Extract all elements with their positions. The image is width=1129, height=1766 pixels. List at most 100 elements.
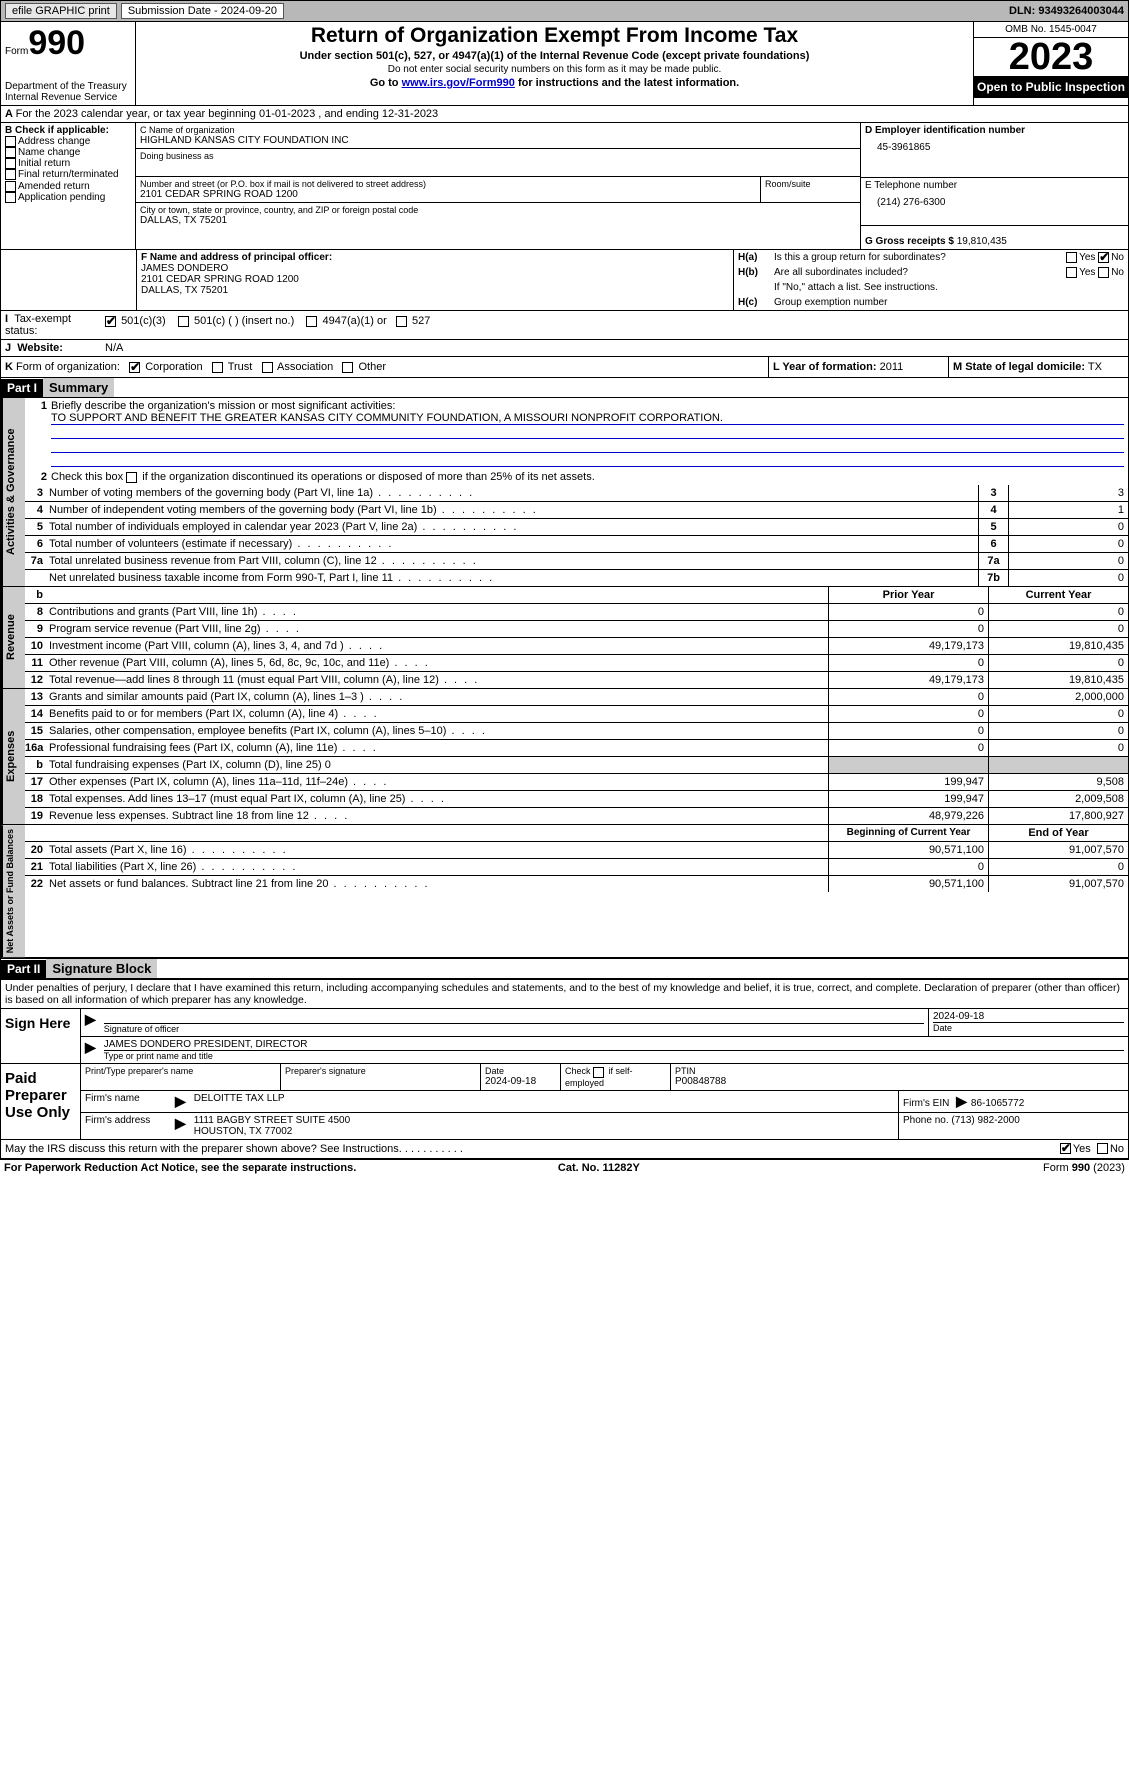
- checkbox-amended-return[interactable]: [5, 181, 16, 192]
- officer-signature-name: JAMES DONDERO PRESIDENT, DIRECTOR: [104, 1039, 1124, 1050]
- firm-name: DELOITTE TAX LLP: [190, 1091, 898, 1112]
- org-name: HIGHLAND KANSAS CITY FOUNDATION INC: [140, 135, 856, 146]
- section-ij: I Tax-exempt status: 501(c)(3) 501(c) ( …: [0, 311, 1129, 340]
- open-inspection: Open to Public Inspection: [974, 76, 1128, 98]
- form-subtitle-3: Go to www.irs.gov/Form990 for instructio…: [140, 77, 969, 89]
- checkbox-ha-no[interactable]: [1098, 252, 1109, 263]
- summary-row: 20 Total assets (Part X, line 16) 90,571…: [25, 842, 1128, 859]
- summary-row: 9 Program service revenue (Part VIII, li…: [25, 621, 1128, 638]
- firm-address-2: HOUSTON, TX 77002: [194, 1126, 894, 1137]
- summary-row: 19 Revenue less expenses. Subtract line …: [25, 808, 1128, 824]
- website: N/A: [101, 340, 1128, 356]
- box-f: F Name and address of principal officer:…: [136, 250, 733, 310]
- checkbox-initial-return[interactable]: [5, 158, 16, 169]
- gross-receipts: 19,810,435: [957, 236, 1007, 247]
- box-c: C Name of organizationHIGHLAND KANSAS CI…: [136, 123, 860, 249]
- summary-row: 11 Other revenue (Part VIII, column (A),…: [25, 655, 1128, 672]
- submission-date: Submission Date - 2024-09-20: [121, 3, 284, 19]
- section-klm: K Form of organization: Corporation Trus…: [0, 357, 1129, 378]
- telephone: (214) 276-6300: [865, 191, 1124, 208]
- firm-address-1: 1111 BAGBY STREET SUITE 4500: [194, 1115, 894, 1126]
- vtab-expenses: Expenses: [1, 689, 25, 824]
- section-bcdeg: B Check if applicable: Address change Na…: [0, 123, 1129, 250]
- ein: 45-3961865: [865, 136, 1124, 153]
- checkbox-self-employed[interactable]: [593, 1067, 604, 1078]
- checkbox-discuss-no[interactable]: [1097, 1143, 1108, 1154]
- paid-preparer-label: Paid Preparer Use Only: [1, 1064, 81, 1138]
- discuss-row: May the IRS discuss this return with the…: [0, 1140, 1129, 1159]
- summary-row: Net unrelated business taxable income fr…: [25, 570, 1128, 586]
- summary-row: 17 Other expenses (Part IX, column (A), …: [25, 774, 1128, 791]
- firm-phone: (713) 982-2000: [951, 1115, 1019, 1126]
- org-address: 2101 CEDAR SPRING ROAD 1200: [140, 189, 756, 200]
- dept-treasury: Department of the Treasury: [5, 81, 131, 92]
- checkbox-other[interactable]: [342, 362, 353, 373]
- box-h: H(a) Is this a group return for subordin…: [733, 250, 1128, 310]
- paid-preparer-block: Paid Preparer Use Only Print/Type prepar…: [0, 1064, 1129, 1139]
- tax-year: 2023: [974, 38, 1128, 76]
- summary-row: 15 Salaries, other compensation, employe…: [25, 723, 1128, 740]
- summary-row: 5 Total number of individuals employed i…: [25, 519, 1128, 536]
- section-fh: F Name and address of principal officer:…: [0, 250, 1129, 311]
- checkbox-final-return[interactable]: [5, 169, 16, 180]
- irs-link[interactable]: www.irs.gov/Form990: [402, 77, 515, 89]
- form-subtitle-2: Do not enter social security numbers on …: [140, 64, 969, 75]
- vtab-revenue: Revenue: [1, 587, 25, 688]
- summary-row: 6 Total number of volunteers (estimate i…: [25, 536, 1128, 553]
- topbar: efile GRAPHIC print Submission Date - 20…: [0, 0, 1129, 22]
- form-number: 990: [28, 24, 85, 62]
- part1-header: Part ISummary: [0, 378, 1129, 398]
- checkbox-discontinued[interactable]: [126, 472, 137, 483]
- checkbox-501c[interactable]: [178, 316, 189, 327]
- summary-row: 7a Total unrelated business revenue from…: [25, 553, 1128, 570]
- checkbox-527[interactable]: [396, 316, 407, 327]
- perjury-declaration: Under penalties of perjury, I declare th…: [0, 979, 1129, 1009]
- summary-row: 3 Number of voting members of the govern…: [25, 485, 1128, 502]
- arrow-icon: ▶: [81, 1009, 100, 1036]
- checkbox-4947[interactable]: [306, 316, 317, 327]
- state-domicile: TX: [1088, 361, 1102, 373]
- officer-name: JAMES DONDERO: [141, 263, 729, 274]
- checkbox-501c3[interactable]: [105, 316, 116, 327]
- mission-text: TO SUPPORT AND BENEFIT THE GREATER KANSA…: [51, 412, 1124, 425]
- summary-row: 4 Number of independent voting members o…: [25, 502, 1128, 519]
- dln-number: DLN: 93493264003044: [1009, 5, 1124, 17]
- summary-row: 12 Total revenue—add lines 8 through 11 …: [25, 672, 1128, 688]
- vtab-governance: Activities & Governance: [1, 398, 25, 586]
- efile-print-button[interactable]: efile GRAPHIC print: [5, 3, 117, 19]
- ptin: P00848788: [675, 1076, 1124, 1087]
- summary-row: 22 Net assets or fund balances. Subtract…: [25, 876, 1128, 892]
- section-netassets: Net Assets or Fund Balances Beginning of…: [0, 825, 1129, 959]
- box-de: D Employer identification number45-39618…: [860, 123, 1128, 249]
- checkbox-app-pending[interactable]: [5, 192, 16, 203]
- checkbox-address-change[interactable]: [5, 136, 16, 147]
- vtab-netassets: Net Assets or Fund Balances: [1, 825, 25, 957]
- row-a-tax-year: A For the 2023 calendar year, or tax yea…: [0, 106, 1129, 123]
- section-j: J Website: N/A: [0, 340, 1129, 357]
- checkbox-assoc[interactable]: [262, 362, 273, 373]
- checkbox-name-change[interactable]: [5, 147, 16, 158]
- checkbox-hb-yes[interactable]: [1066, 267, 1077, 278]
- box-b: B Check if applicable: Address change Na…: [1, 123, 136, 249]
- summary-row: 18 Total expenses. Add lines 13–17 (must…: [25, 791, 1128, 808]
- checkbox-corp[interactable]: [129, 362, 140, 373]
- firm-ein: 86-1065772: [971, 1098, 1024, 1109]
- year-formation: 2011: [880, 361, 904, 373]
- form-label: Form: [5, 46, 28, 57]
- sign-here-block: Sign Here ▶ Signature of officer 2024-09…: [0, 1009, 1129, 1064]
- summary-row: 14 Benefits paid to or for members (Part…: [25, 706, 1128, 723]
- section-revenue: Revenue bPrior YearCurrent Year 8 Contri…: [0, 587, 1129, 689]
- summary-row: 21 Total liabilities (Part X, line 26) 0…: [25, 859, 1128, 876]
- arrow-icon: ▶: [81, 1037, 100, 1063]
- irs-label: Internal Revenue Service: [5, 92, 131, 103]
- checkbox-trust[interactable]: [212, 362, 223, 373]
- checkbox-hb-no[interactable]: [1098, 267, 1109, 278]
- checkbox-discuss-yes[interactable]: [1060, 1143, 1071, 1154]
- sign-date: 2024-09-18: [933, 1011, 1124, 1022]
- section-governance: Activities & Governance 1 Briefly descri…: [0, 398, 1129, 587]
- page-footer: For Paperwork Reduction Act Notice, see …: [0, 1159, 1129, 1176]
- sign-here-label: Sign Here: [1, 1009, 81, 1063]
- org-city: DALLAS, TX 75201: [140, 215, 856, 226]
- form-title: Return of Organization Exempt From Incom…: [140, 24, 969, 48]
- checkbox-ha-yes[interactable]: [1066, 252, 1077, 263]
